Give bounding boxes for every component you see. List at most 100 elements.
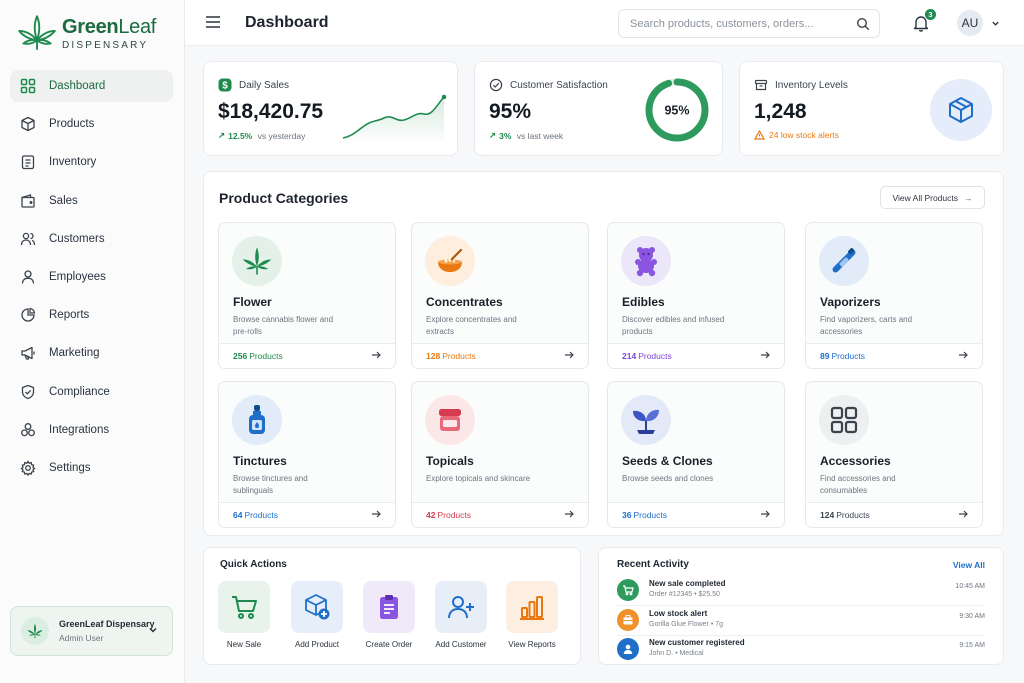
bell-icon[interactable]	[913, 14, 929, 32]
arrow-right-icon	[565, 510, 574, 518]
category-footer[interactable]: 36 Products	[608, 502, 784, 527]
category-footer[interactable]: 89 Products	[806, 343, 982, 368]
quick-action-label: New Sale	[226, 640, 262, 649]
hamburger-menu-icon[interactable]	[205, 15, 221, 29]
category-card-accessories[interactable]: Accessories Find accessories and consuma…	[805, 381, 983, 528]
sidebar-item-label: Customers	[49, 232, 105, 245]
sidebar-item-label: Settings	[49, 461, 91, 474]
activity-time: 9:30 AM	[959, 613, 985, 620]
sidebar-item-dashboard[interactable]: Dashboard	[10, 70, 173, 102]
category-card-vaporizers[interactable]: Vaporizers Find vaporizers, carts and ac…	[805, 222, 983, 369]
activity-item[interactable]: Low stock alert Gorilla Glue Flower • 7g…	[617, 608, 985, 633]
category-icon	[232, 236, 282, 286]
create-order-button[interactable]: Create Order	[363, 581, 415, 649]
view-all-activity-link[interactable]: View All	[952, 560, 985, 570]
clipboard-icon	[21, 155, 35, 170]
sidebar-item-label: Dashboard	[49, 80, 106, 92]
arrow-right-icon	[761, 351, 770, 359]
cream-jar-icon	[439, 409, 461, 431]
category-card-topicals[interactable]: Topicals Explore topicals and skincare 4…	[411, 381, 589, 528]
category-card-seeds-clones[interactable]: Seeds & Clones Browse seeds and clones 3…	[607, 381, 785, 528]
brand-logo[interactable]: GreenLeaf DISPENSARY	[16, 12, 156, 54]
notification-badge: 3	[924, 8, 937, 21]
sidebar-item-integrations[interactable]: Integrations	[10, 414, 173, 446]
arrow-right-icon	[959, 351, 968, 359]
activity-title: Low stock alert	[649, 609, 708, 618]
section-title: Product Categories	[219, 190, 349, 206]
activity-item[interactable]: New customer registered John D. • Medica…	[617, 637, 985, 662]
satisfaction-change: ↗ 3% vs last week	[489, 130, 564, 141]
quick-action-label: Add Customer	[435, 640, 487, 649]
category-icon	[425, 395, 475, 445]
category-footer[interactable]: 42 Products	[412, 502, 588, 527]
category-name: Accessories	[820, 454, 891, 468]
dashboard-grid-icon	[20, 78, 36, 94]
gummy-bear-icon	[635, 247, 657, 277]
add-product-button[interactable]: Add Product	[291, 581, 343, 649]
package-icon	[949, 97, 973, 123]
category-card-edibles[interactable]: Edibles Discover edibles and infused pro…	[607, 222, 785, 369]
sidebar-item-customers[interactable]: Customers	[10, 223, 173, 255]
activity-detail: Gorilla Glue Flower • 7g	[649, 621, 724, 628]
account-switcher[interactable]: GreenLeaf Dispensary Admin User	[10, 606, 173, 656]
sidebar-item-sales[interactable]: Sales	[10, 185, 173, 217]
cannabis-leaf-icon	[242, 247, 272, 275]
top-bar: Dashboard 3 AU	[185, 0, 1024, 46]
view-all-products-button[interactable]: View All Products →	[880, 186, 985, 209]
sidebar-item-products[interactable]: Products	[10, 108, 173, 140]
search-input[interactable]	[630, 16, 850, 32]
daily-sales-card[interactable]: $ Daily Sales $18,420.75 ↗ 12.5% vs yeste…	[203, 61, 458, 156]
sidebar-item-label: Products	[49, 118, 95, 131]
category-card-flower[interactable]: Flower Browse cannabis flower and pre-ro…	[218, 222, 396, 369]
daily-sales-label: $ Daily Sales	[218, 78, 289, 92]
category-footer[interactable]: 124 Products	[806, 502, 982, 527]
new-sale-button[interactable]: New Sale	[218, 581, 270, 649]
add-customer-button[interactable]: Add Customer	[435, 581, 487, 649]
dropper-bottle-icon	[249, 405, 265, 434]
category-card-concentrates[interactable]: Concentrates Explore concentrates and ex…	[411, 222, 589, 369]
satisfaction-card[interactable]: Customer Satisfaction 95% ↗ 3% vs last we…	[474, 61, 723, 156]
category-icon	[232, 395, 282, 445]
satisfaction-ring: 95%	[645, 78, 709, 142]
divider	[617, 605, 985, 606]
activity-item[interactable]: New sale completed Order #12345 • $25.50…	[617, 578, 985, 603]
activity-detail: Order #12345 • $25.50	[649, 591, 720, 598]
sidebar-item-label: Integrations	[49, 423, 110, 436]
sidebar-item-inventory[interactable]: Inventory	[10, 146, 173, 178]
cube-icon	[21, 117, 35, 132]
chevron-down-icon[interactable]	[991, 19, 1000, 28]
cart-icon	[623, 585, 634, 596]
shield-check-icon	[21, 384, 35, 399]
category-footer[interactable]: 128 Products	[412, 343, 588, 368]
category-footer[interactable]: 256 Products	[219, 343, 395, 368]
sidebar-item-compliance[interactable]: Compliance	[10, 376, 173, 408]
daily-sales-value: $18,420.75	[218, 100, 324, 123]
view-reports-button[interactable]: View Reports	[506, 581, 558, 649]
activity-icon	[617, 638, 639, 660]
user-icon	[21, 270, 35, 284]
sidebar-item-marketing[interactable]: Marketing	[10, 337, 173, 369]
sidebar-item-employees[interactable]: Employees	[10, 261, 173, 293]
sidebar-item-reports[interactable]: Reports	[10, 299, 173, 331]
sidebar-item-settings[interactable]: Settings	[10, 452, 173, 484]
category-footer[interactable]: 64 Products	[219, 502, 395, 527]
divider	[617, 635, 985, 636]
satisfaction-value: 95%	[489, 100, 532, 123]
trend-up-icon: ↗	[218, 130, 226, 140]
cannabis-leaf-icon	[18, 15, 56, 50]
quick-actions-panel: Quick Actions New Sale Add Product Creat…	[203, 547, 581, 665]
recent-activity-title: Recent Activity	[617, 559, 689, 570]
brand-subtitle: DISPENSARY	[62, 39, 149, 51]
category-name: Edibles	[622, 295, 665, 309]
arrow-right-icon	[959, 510, 968, 518]
category-description: Find accessories and consumables	[820, 474, 896, 495]
inventory-card[interactable]: Inventory Levels 1,248 24 low stock aler…	[739, 61, 1004, 156]
category-card-tinctures[interactable]: Tinctures Browse tinctures and sublingua…	[218, 381, 396, 528]
category-description: Explore topicals and skincare	[426, 474, 531, 483]
low-stock-alert[interactable]: 24 low stock alerts	[754, 130, 839, 140]
category-footer[interactable]: 214 Products	[608, 343, 784, 368]
inventory-value: 1,248	[754, 100, 807, 123]
category-description: Explore concentrates and extracts	[426, 315, 517, 336]
avatar[interactable]: AU	[957, 10, 983, 36]
search-icon[interactable]	[856, 17, 870, 31]
